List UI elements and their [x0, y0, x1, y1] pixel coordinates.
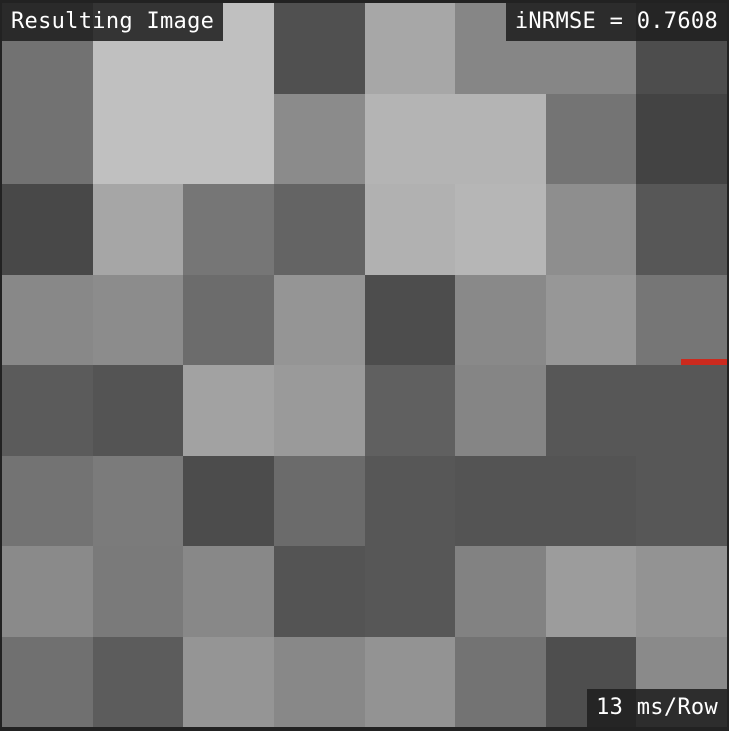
image-cell [2, 637, 93, 727]
image-cell [365, 637, 455, 727]
image-cell [274, 3, 365, 94]
image-cell [2, 546, 93, 637]
image-cell [365, 546, 455, 637]
image-cell [365, 3, 455, 94]
image-cell [546, 184, 636, 275]
image-cell [546, 275, 636, 365]
image-cell [365, 365, 455, 456]
image-cell [455, 637, 546, 727]
image-cell [455, 184, 546, 275]
row-progress-marker [681, 359, 727, 365]
image-cell [636, 184, 727, 275]
image-cell [546, 365, 636, 456]
resulting-image-canvas [2, 3, 727, 727]
image-cell [274, 456, 365, 546]
image-cell [455, 94, 546, 184]
image-cell [636, 546, 727, 637]
image-cell [93, 184, 183, 275]
image-cell [636, 456, 727, 546]
image-cell [183, 456, 274, 546]
image-cell [93, 637, 183, 727]
metric-label: iNRMSE = 0.7608 [505, 3, 727, 41]
image-cell [2, 184, 93, 275]
image-cell [274, 637, 365, 727]
image-cell [455, 456, 546, 546]
image-cell [274, 184, 365, 275]
image-cell [546, 94, 636, 184]
image-cell [365, 94, 455, 184]
image-cell [455, 275, 546, 365]
image-cell [274, 365, 365, 456]
image-cell [2, 94, 93, 184]
image-cell [274, 546, 365, 637]
image-cell [546, 546, 636, 637]
image-cell [274, 275, 365, 365]
image-cell [183, 94, 274, 184]
image-cell [636, 275, 727, 365]
image-cell [365, 184, 455, 275]
image-cell [636, 365, 727, 456]
image-cell [183, 637, 274, 727]
image-cell [93, 275, 183, 365]
image-cell [93, 456, 183, 546]
image-cell [2, 456, 93, 546]
image-cell [274, 94, 365, 184]
image-cell [455, 546, 546, 637]
image-cell [546, 456, 636, 546]
image-cell [365, 275, 455, 365]
image-cell [2, 275, 93, 365]
timing-label: 13 ms/Row [587, 689, 727, 727]
image-cell [93, 546, 183, 637]
image-cell [183, 365, 274, 456]
image-cell [2, 365, 93, 456]
image-cell [183, 275, 274, 365]
image-cell [183, 184, 274, 275]
image-cell [636, 94, 727, 184]
image-cell [455, 365, 546, 456]
image-cell [183, 546, 274, 637]
title-label: Resulting Image [2, 3, 224, 41]
image-cell [93, 365, 183, 456]
image-cell [365, 456, 455, 546]
image-cell [93, 94, 183, 184]
